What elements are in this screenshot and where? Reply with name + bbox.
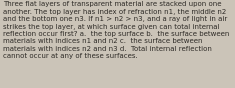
Text: Three flat layers of transparent material are stacked upon one
another. The top : Three flat layers of transparent materia… (3, 1, 229, 59)
